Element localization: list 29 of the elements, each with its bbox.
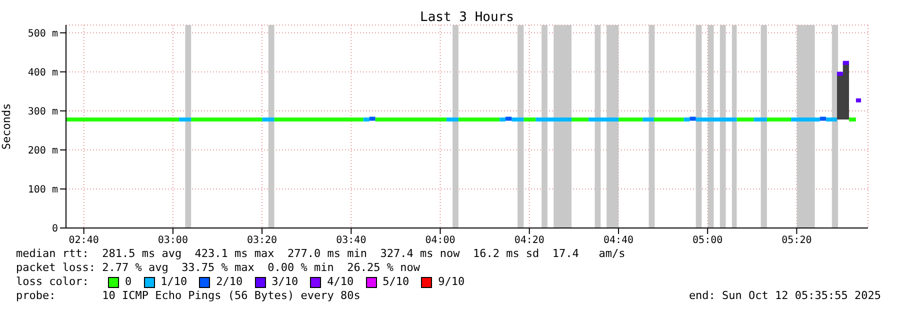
y-tick-label: 400 m bbox=[28, 67, 58, 78]
legend-title: loss color: bbox=[16, 275, 90, 289]
x-tick-label: 05:20 bbox=[782, 235, 812, 246]
legend-label: 3/10 bbox=[272, 275, 298, 289]
text: packet loss: 2.77 % avg 33.75 % max 0.00 % min 26.25 % now bbox=[16, 261, 421, 275]
chart-title: Last 3 Hours bbox=[419, 10, 515, 25]
y-tick-label: 500 m bbox=[28, 28, 58, 40]
x-tick-label: 02:40 bbox=[68, 235, 99, 246]
y-tick-label: 200 m bbox=[28, 145, 58, 156]
legend-label: 5/10 bbox=[382, 275, 410, 289]
x-tick-label: 03:40 bbox=[336, 235, 366, 246]
x-tick-label: 05:00 bbox=[692, 235, 723, 246]
text: end: Sun Oct 12 05:35:55 2025 bbox=[688, 289, 881, 303]
x-tick-label: 04:00 bbox=[425, 235, 456, 246]
text: probe: 10 ICMP Echo Pings (56 Bytes) every 80s bbox=[16, 289, 360, 303]
legend-label: 2/10 bbox=[216, 275, 243, 289]
x-tick-label: 04:40 bbox=[603, 235, 634, 246]
y-tick-label: 300 m bbox=[28, 106, 58, 118]
legend-label: 0 bbox=[125, 275, 132, 289]
y-tick-label: 0 bbox=[52, 224, 58, 235]
legend-label: 4/10 bbox=[327, 275, 354, 289]
x-tick-label: 03:20 bbox=[246, 235, 278, 246]
text: median rtt: 281.5 ms avg 423.1 ms max 277.0 ms min 327.4 ms now 16.2 ms sd 17.4 am/s bbox=[16, 247, 626, 261]
legend-label: 9/10 bbox=[438, 275, 465, 289]
y-axis-title: Seconds bbox=[0, 103, 13, 150]
x-tick-label: 03:00 bbox=[158, 235, 188, 246]
y-tick-label: 100 m bbox=[28, 184, 58, 196]
legend-label: 1/10 bbox=[160, 275, 188, 289]
x-tick-label: 04:20 bbox=[514, 235, 544, 246]
